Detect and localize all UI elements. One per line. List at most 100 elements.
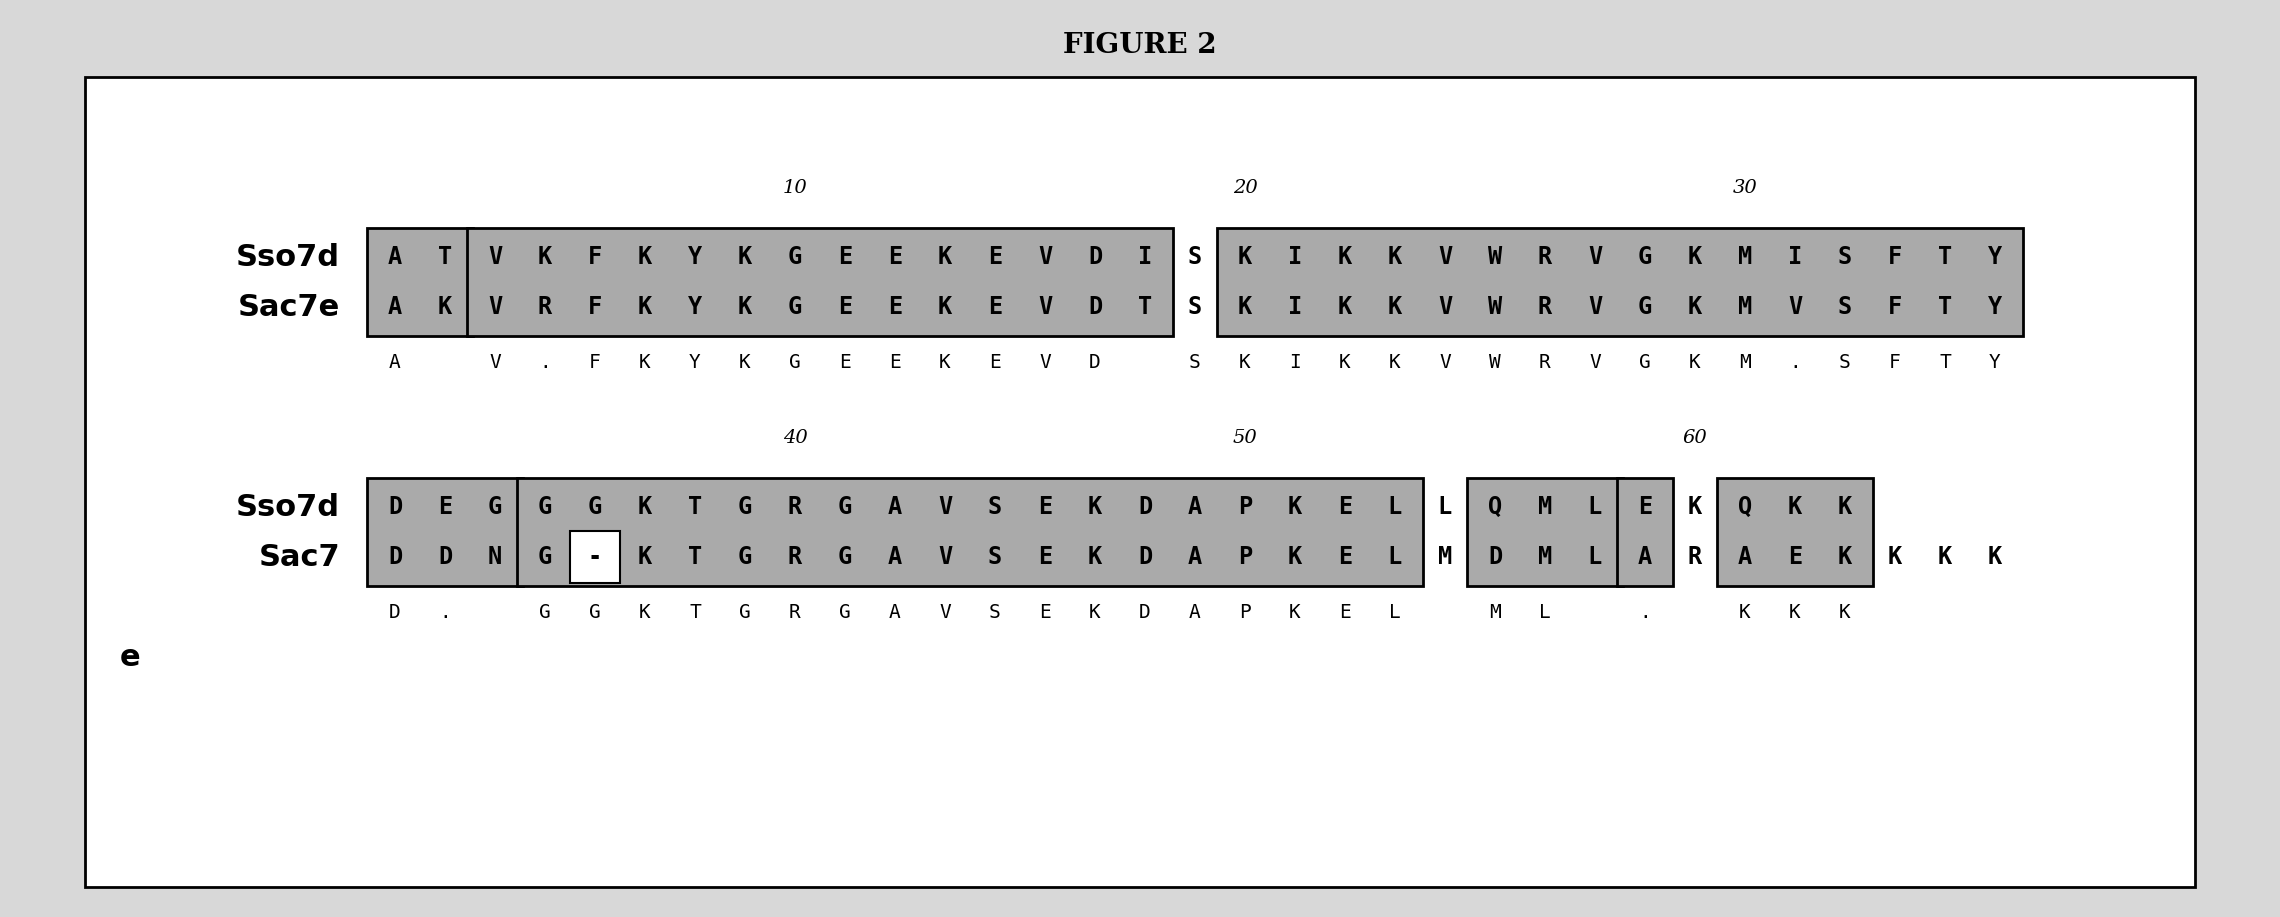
Text: FIGURE 2: FIGURE 2 [1062,32,1218,59]
Text: F: F [1888,295,1902,319]
Text: K: K [1838,495,1851,519]
Text: Q: Q [1737,495,1751,519]
Text: P: P [1238,602,1252,622]
Text: A: A [388,295,401,319]
Text: A: A [1737,545,1751,569]
Text: E: E [990,352,1001,371]
Text: K: K [1088,495,1101,519]
Text: E: E [987,295,1003,319]
Text: Q: Q [1489,495,1503,519]
Text: I: I [1288,352,1302,371]
Text: L: L [1389,495,1402,519]
Text: D: D [1138,545,1151,569]
Text: K: K [1838,545,1851,569]
Text: K: K [438,295,451,319]
Text: Sso7d: Sso7d [237,242,340,271]
Text: V: V [1439,295,1452,319]
Text: D: D [1140,602,1151,622]
Text: G: G [789,352,800,371]
Text: R: R [1539,245,1553,269]
Text: E: E [887,245,903,269]
Text: 10: 10 [782,179,807,197]
Text: G: G [789,295,803,319]
Text: K: K [937,245,953,269]
Text: A: A [1188,545,1202,569]
Text: S: S [1838,245,1851,269]
Text: W: W [1489,245,1503,269]
Text: K: K [1687,295,1703,319]
Text: E: E [987,245,1003,269]
Text: W: W [1489,295,1503,319]
Text: K: K [939,352,951,371]
Text: K: K [739,245,752,269]
Text: G: G [488,495,502,519]
Text: K: K [1988,545,2002,569]
Text: .: . [538,352,552,371]
Text: S: S [987,545,1003,569]
Text: .: . [1790,352,1801,371]
Text: G: G [538,545,552,569]
Text: E: E [1788,545,1801,569]
Text: I: I [1138,245,1151,269]
Text: R: R [538,295,552,319]
Text: E: E [1338,495,1352,519]
Text: M: M [1740,352,1751,371]
Text: T: T [438,245,451,269]
Text: K: K [638,352,650,371]
Text: e: e [119,643,141,671]
Text: G: G [739,602,750,622]
Text: K: K [1338,245,1352,269]
Text: S: S [1188,295,1202,319]
Text: V: V [1040,352,1051,371]
Text: M: M [1489,602,1500,622]
Text: L: L [1587,495,1603,519]
Text: 40: 40 [782,429,807,447]
Text: A: A [1188,495,1202,519]
Text: K: K [638,495,652,519]
Text: E: E [837,295,853,319]
Text: K: K [1238,352,1252,371]
Text: P: P [1238,495,1252,519]
Text: Y: Y [1988,295,2002,319]
Text: 60: 60 [1683,429,1708,447]
Text: K: K [638,545,652,569]
Text: E: E [1037,495,1051,519]
Text: T: T [689,602,700,622]
Text: .: . [440,602,451,622]
Text: P: P [1238,545,1252,569]
Text: M: M [1439,545,1452,569]
Text: Y: Y [1988,245,2002,269]
Text: K: K [1687,245,1703,269]
Text: V: V [488,245,502,269]
Text: M: M [1539,545,1553,569]
Text: Sso7d: Sso7d [237,492,340,522]
Bar [1218,228,2022,336]
Text: N: N [488,545,502,569]
Text: G: G [588,602,602,622]
Text: G: G [789,245,803,269]
Text: K: K [1288,602,1302,622]
Text: R: R [789,495,803,519]
Text: 20: 20 [1233,179,1256,197]
Text: L: L [1439,495,1452,519]
Text: E: E [837,245,853,269]
Text: K: K [1938,545,1952,569]
Text: K: K [1389,352,1400,371]
Text: K: K [1338,295,1352,319]
Text: K: K [1687,495,1703,519]
Text: V: V [939,602,951,622]
Text: G: G [839,602,850,622]
Text: L: L [1587,545,1603,569]
Text: -: - [588,545,602,569]
Text: K: K [638,295,652,319]
Text: .: . [1639,602,1651,622]
Text: K: K [937,295,953,319]
Text: V: V [1587,245,1603,269]
Text: K: K [638,602,650,622]
Text: R: R [1687,545,1703,569]
Text: A: A [889,602,901,622]
Text: G: G [538,602,552,622]
Text: F: F [588,295,602,319]
Text: D: D [1088,295,1101,319]
Text: M: M [1737,245,1751,269]
